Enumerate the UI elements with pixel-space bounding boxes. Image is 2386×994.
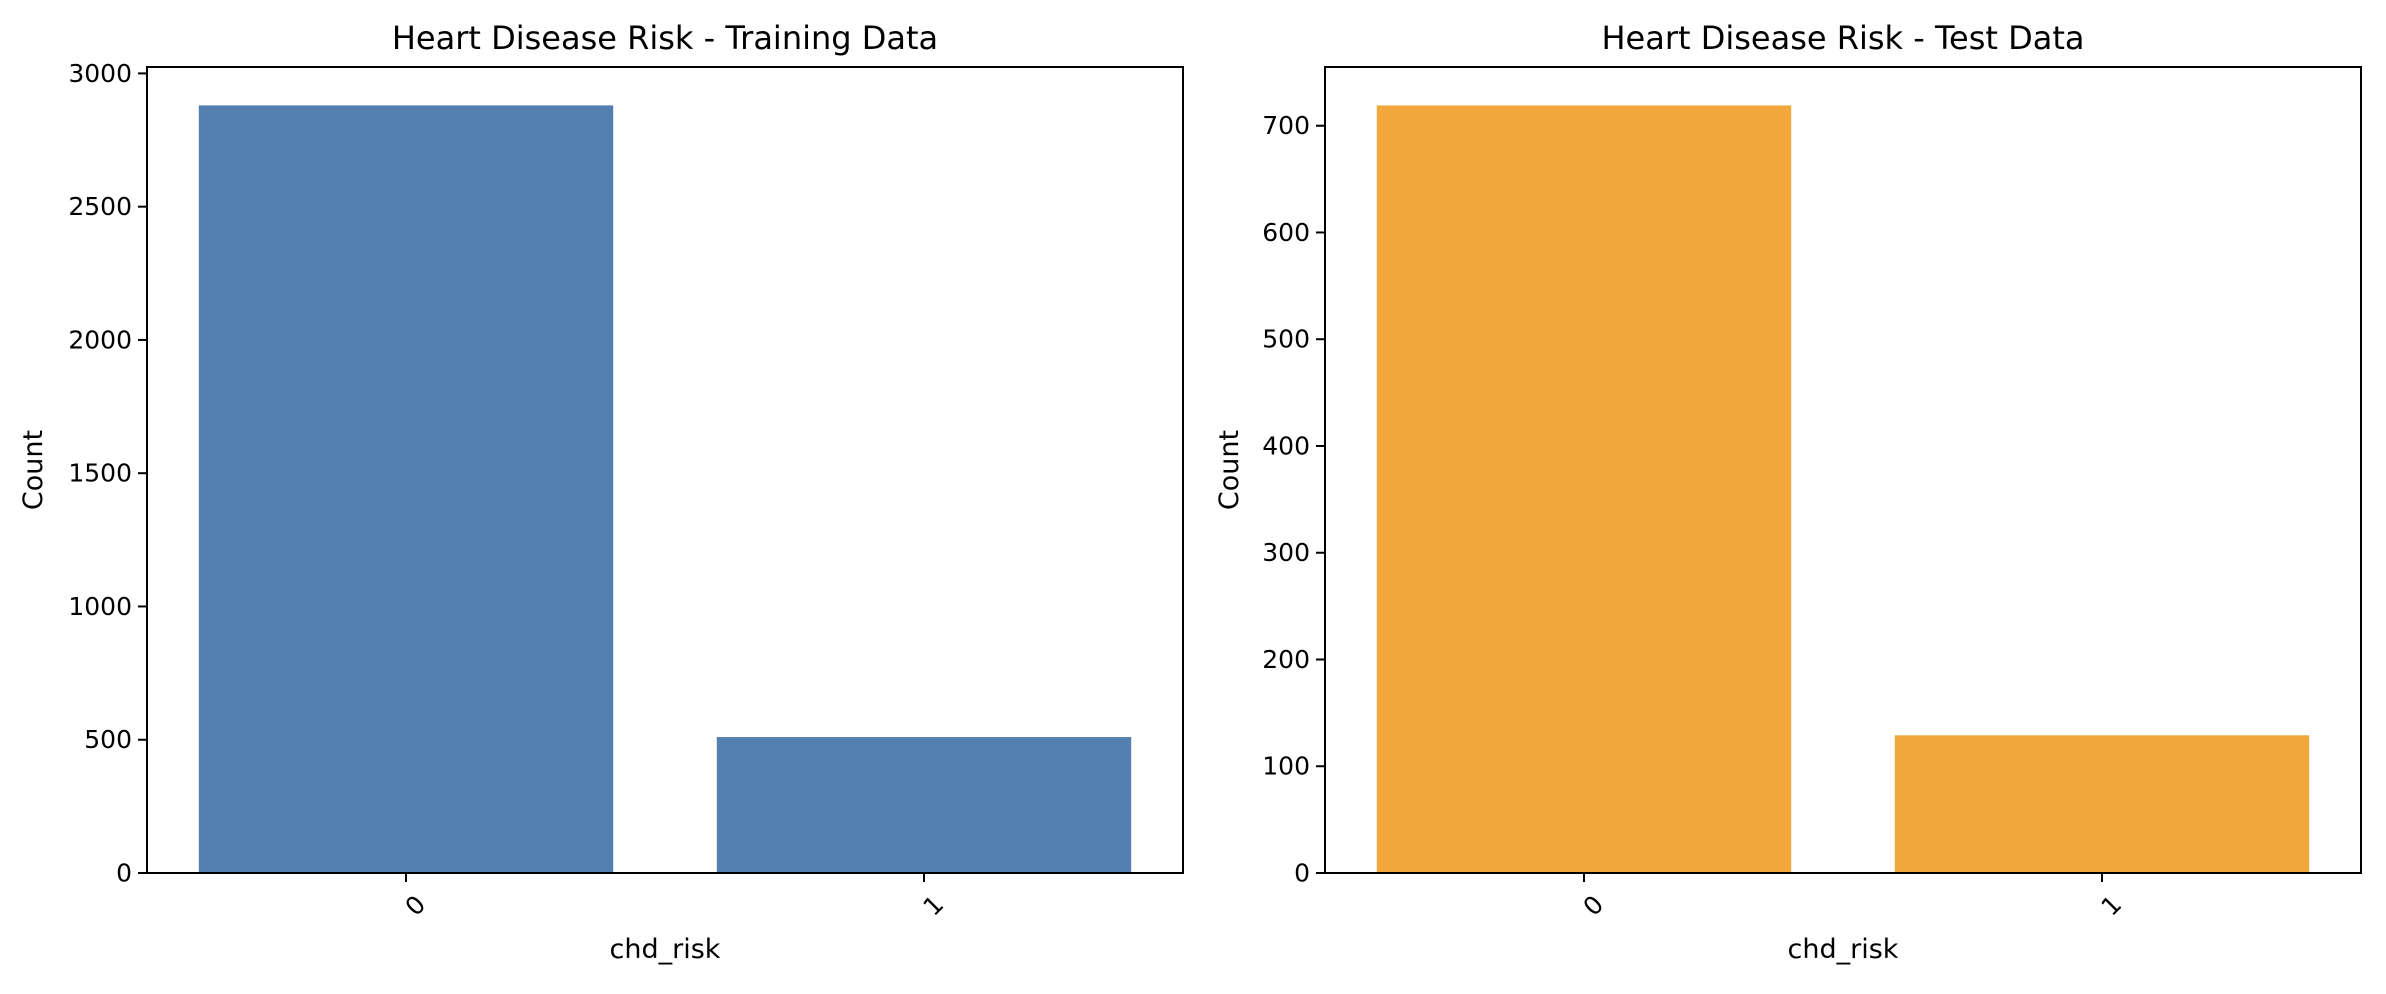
plot-frame: [146, 66, 1184, 874]
y-tick-label: 300: [1262, 538, 1310, 567]
chart-title: Heart Disease Risk - Training Data: [392, 19, 938, 57]
plot-frame: [1324, 66, 2362, 874]
y-axis-label: Count: [1214, 430, 1245, 510]
y-tick-label: 1000: [68, 592, 132, 621]
bar-1: [1894, 735, 2310, 873]
x-axis-label: chd_risk: [1788, 934, 1899, 965]
chart-title: Heart Disease Risk - Test Data: [1601, 19, 2084, 57]
bar-1: [716, 737, 1132, 873]
y-tick-label: 0: [1294, 859, 1310, 888]
bar-0: [198, 105, 614, 873]
y-tick-label: 500: [84, 725, 132, 754]
x-tick-label: 1: [918, 890, 950, 922]
bar-0: [1376, 105, 1792, 874]
y-tick-label: 600: [1262, 218, 1310, 247]
x-tick-label: 1: [2096, 890, 2128, 922]
y-tick-label: 2000: [68, 325, 132, 354]
bars: [198, 105, 1132, 873]
x-axis-label: chd_risk: [610, 934, 721, 965]
y-tick-label: 400: [1262, 431, 1310, 460]
x-tick-label: 0: [1578, 890, 1610, 922]
y-tick-label: 3000: [68, 59, 132, 88]
y-axis-label: Count: [18, 430, 49, 510]
y-tick-label: 700: [1262, 111, 1310, 140]
y-tick-label: 200: [1262, 645, 1310, 674]
y-tick-label: 1500: [68, 459, 132, 488]
chart-training: Heart Disease Risk - Training Data chd_r…: [18, 19, 1184, 965]
y-ticks: 0 100 200 300 400 500 600 700: [1262, 111, 1325, 888]
y-tick-label: 0: [116, 859, 132, 888]
bars: [1376, 105, 2310, 874]
y-tick-label: 2500: [68, 192, 132, 221]
chart-test: Heart Disease Risk - Test Data chd_risk …: [1214, 19, 2362, 965]
x-tick-label: 0: [400, 890, 432, 922]
y-tick-label: 100: [1262, 752, 1310, 781]
y-ticks: 0 500 1000 1500 2000 2500 3000: [68, 59, 147, 888]
y-tick-label: 500: [1262, 325, 1310, 354]
